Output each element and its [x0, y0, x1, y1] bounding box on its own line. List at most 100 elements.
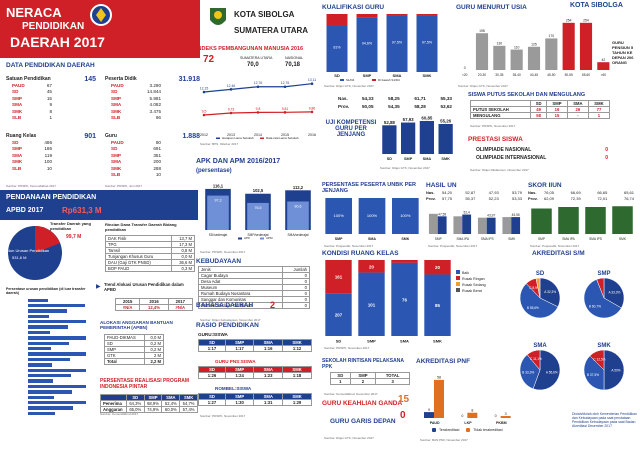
ipm-data-label: 9,5 [202, 110, 207, 114]
satuan-value: 1 [49, 115, 52, 121]
kondisi-category: SMP [367, 339, 376, 344]
pip-cell: 60,0% [161, 406, 181, 413]
akreditasi-slice [535, 277, 541, 299]
trend-value: 12,4% [139, 304, 169, 311]
pendanaan-title: PENDANAAN PENDIDIKAN [6, 194, 97, 201]
akreditasi-slice [583, 355, 605, 391]
usia-label: 125 [531, 43, 537, 47]
persentase-bar-row [6, 363, 86, 367]
kualifikasi-legend-s1: S1/D4 [346, 78, 355, 82]
kondisi-chart: 161 207 SD 20 101 SMP 76 SMA 20 85 SMK [325, 260, 451, 344]
akreditasi-slice [603, 349, 625, 391]
uk-title: UJI KOMPETENSI GURU PER JENJANG [325, 120, 377, 138]
guru-row: SMK 288 [111, 166, 161, 172]
prestasi-row: OLIMPIADE INTERNASIONAL 0 [476, 154, 608, 162]
iiun-bar [531, 208, 552, 234]
pnf-legend-b: Tidak terakreditasi [473, 428, 503, 432]
ipm-x-label: 2016 [308, 133, 316, 137]
uk-source: Sumber: Ditjen GTK, November 2017 [380, 166, 430, 170]
rasio-value-row: 1:27 1:30 1:31 1:29 [198, 399, 312, 406]
iiun-title: SKOR IIUN [528, 182, 562, 189]
kualifikasi-legend-non-swatch [372, 79, 376, 81]
kondisi-legend-item: Rusak Berat [456, 288, 516, 294]
rasio-pns-label: GURU PNS:SISWA [215, 359, 256, 364]
prestasi-key: OLIMPIADE NASIONAL [476, 147, 532, 153]
peserta-row: PAUD 3.290 [111, 83, 161, 89]
prestasi-value: 0 [605, 155, 608, 161]
persentase-bar-row [6, 368, 86, 372]
satuan-value: 8 [49, 108, 52, 114]
usia-category: 20-30 [478, 73, 486, 77]
persentase-bar-row [6, 406, 86, 410]
iiun-category: SMK [619, 237, 627, 241]
hun-label: 52,4 [464, 211, 470, 215]
ipm-point [229, 111, 233, 115]
alokasi-table: PAUD-DIKMAS 0,0 M SD 0,2 M SMP 0,2 M GTK 2 M Tot… [103, 334, 164, 365]
hun-bar [437, 216, 447, 234]
unbk-bar [392, 198, 419, 234]
ruang-total: 901 [84, 133, 96, 140]
hun-bar [511, 217, 521, 234]
kualifikasi-category: SD [334, 73, 340, 78]
rasio-value: 1:30 [224, 399, 255, 406]
apm-label: 76,5 [255, 206, 262, 210]
pip-title: PERSENTASE REALISASI PROGRAM INDONESIA P… [100, 378, 190, 390]
uk-category: SD [387, 157, 393, 161]
peserta-row: SMA 4.082 [111, 102, 161, 108]
trend-value: #N/A [167, 304, 194, 311]
kualifikasi-category: SMK [423, 73, 432, 78]
kota-name: KOTA SIBOLGA [234, 10, 295, 19]
pip-row: Penerima 64,3% 68,9% 52,4% 54,7% [100, 400, 198, 407]
iiun-bar [558, 207, 579, 234]
satuan-block: Satuan Pendidikan 145 PAUD 67 SD 45 SMP 15 SMA 9… [6, 76, 96, 121]
akreditasi-label: B 33,3% [522, 371, 534, 375]
ipm-point [310, 110, 314, 114]
akreditasi-label: A 32,3% [544, 290, 556, 294]
apm-bar [247, 202, 269, 230]
hun-nas-value: 54,20 [442, 190, 453, 195]
akreditasi-slice [583, 279, 622, 319]
usia-chart: 0 <20 198 20-30 130 30-35 110 35-40 125 40-45 170 4… [462, 19, 610, 77]
usia-note: GURU PENSIUN 5 TAHUN KE DEPAN 206 ORANG [612, 40, 634, 65]
pip-header-row: SD SMP SMA SMK [100, 394, 198, 401]
prestasi-key: OLIMPIADE INTERNASIONAL [476, 155, 547, 161]
hun-prov-value: 52,23 [488, 196, 499, 201]
persentase-bar [28, 320, 86, 324]
putus-row: MENGULANG 58 15-1 [469, 112, 611, 119]
kota-right-banner: KOTA SIBOLGA [570, 2, 623, 9]
uk-bar [438, 124, 453, 154]
kondisi-legend-item: Rusak Sedang [456, 282, 516, 288]
usia-title: GURU MENURUT USIA [456, 4, 527, 11]
ipm-point [310, 82, 314, 86]
putus-cell: 1 [587, 112, 611, 119]
pendanaan-source: Sumber: Kemendikbud 2017 [100, 412, 139, 416]
persentase-bar [28, 363, 52, 367]
ruang-key: SMA [12, 152, 23, 158]
akreditasi-label: A 55,6% [546, 371, 558, 375]
akreditasi-slice [539, 277, 561, 308]
putus-cell: 15 [546, 112, 568, 119]
iiun-bar [585, 207, 606, 234]
peserta-key: SLB [111, 115, 121, 121]
kondisi-category: SD [336, 339, 342, 344]
kondisi-label: 207 [335, 313, 343, 318]
iiun-nas-value: 65,61 [623, 190, 634, 195]
kota-logo [208, 6, 228, 30]
pnf-category: LKP [464, 421, 472, 425]
ipm-x-label: 2014 [254, 133, 262, 137]
hun-nas-value: 47,93 [488, 190, 499, 195]
pnf-bar [434, 379, 444, 418]
kondisi-bar [325, 260, 352, 294]
rasio-value-row: 1:26 1:24 1:23 1:18 [198, 372, 312, 379]
peserta-key: PAUD [111, 83, 124, 88]
akreditasi-label: A 33,3% [608, 290, 620, 294]
apk-legend-apm-swatch [260, 237, 264, 240]
ruang-row: SMA 119 [12, 153, 52, 159]
pnf-label: 3 [505, 412, 507, 416]
persentase-bar [28, 309, 67, 313]
akreditasi-label: B 37,5% [587, 373, 599, 377]
kondisi-label: 76 [402, 297, 407, 302]
pnf-category: PAUD [430, 421, 440, 425]
kondisi-label: 161 [335, 275, 343, 280]
